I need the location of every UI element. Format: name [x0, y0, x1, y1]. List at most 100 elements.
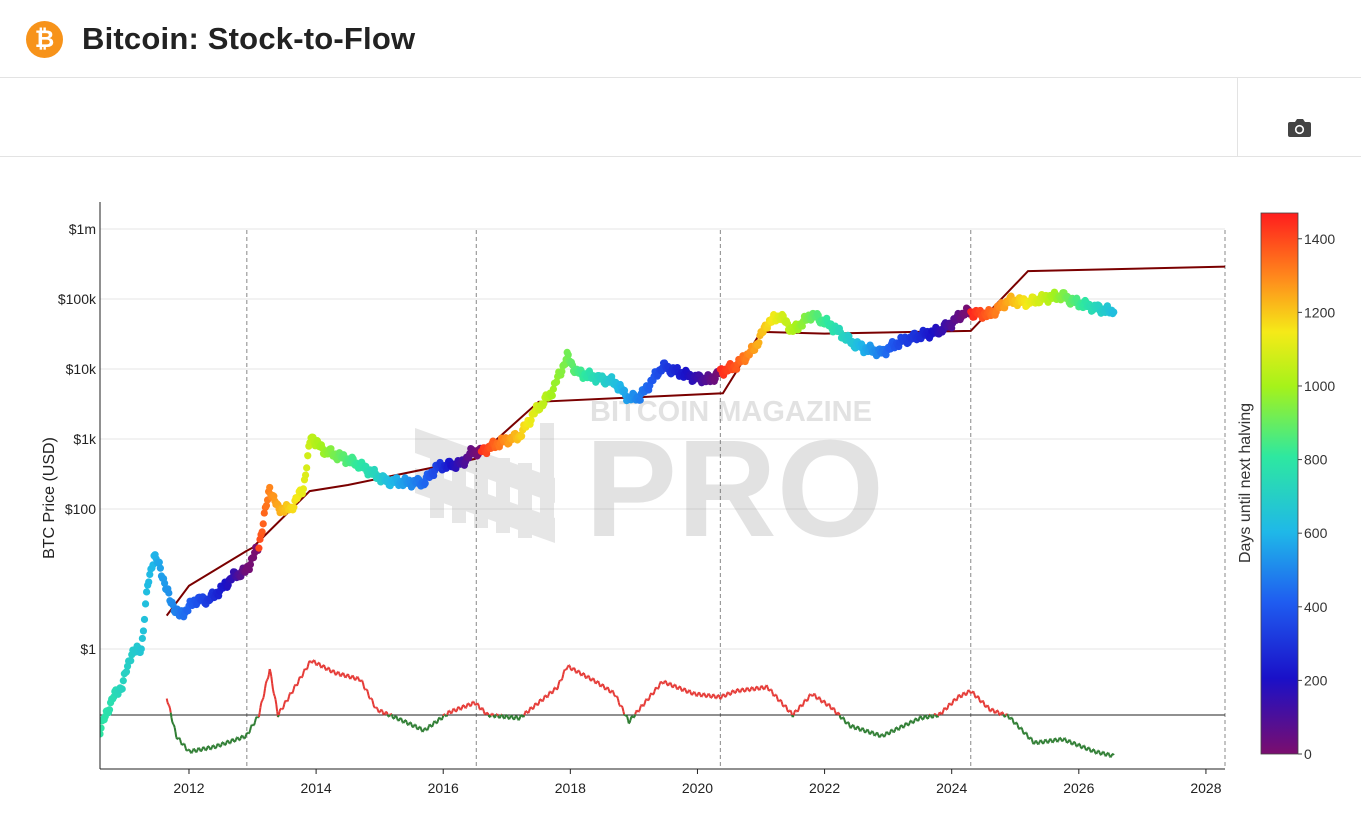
- ratio-segment: [872, 731, 873, 732]
- ratio-segment: [367, 689, 368, 691]
- ratio-segment: [966, 694, 967, 695]
- ratio-segment: [852, 725, 853, 727]
- ratio-segment: [1017, 723, 1018, 725]
- ratio-segment: [875, 733, 876, 735]
- ratio-segment: [574, 668, 575, 670]
- ratio-segment: [978, 696, 979, 697]
- ratio-segment: [438, 719, 439, 722]
- ratio-segment: [988, 706, 989, 709]
- ratio-segment: [1080, 746, 1081, 748]
- ratio-segment: [457, 709, 458, 711]
- ratio-segment: [1089, 748, 1090, 750]
- ratio-segment: [273, 690, 274, 694]
- ratio-segment: [512, 715, 513, 716]
- colorbar: [1261, 213, 1298, 754]
- ratio-segment: [539, 701, 540, 704]
- ratio-segment: [1022, 730, 1023, 733]
- ratio-segment: [1003, 712, 1004, 714]
- ratio-segment: [577, 672, 578, 673]
- price-point: [565, 351, 572, 358]
- download-image-button[interactable]: [1280, 112, 1318, 148]
- ratio-segment: [629, 723, 630, 724]
- ratio-segment: [490, 716, 491, 718]
- ratio-segment: [399, 719, 400, 720]
- ratio-segment: [794, 710, 795, 712]
- ratio-segment: [597, 681, 598, 683]
- ratio-segment: [1108, 753, 1109, 755]
- ratio-segment: [661, 682, 662, 683]
- ratio-segment: [671, 685, 672, 687]
- ratio-segment: [622, 706, 623, 708]
- ratio-segment: [690, 692, 691, 694]
- ratio-segment: [699, 692, 700, 693]
- ratio-segment: [650, 694, 651, 697]
- ratio-segment: [1084, 746, 1085, 748]
- ratio-segment: [654, 691, 655, 694]
- ratio-segment: [450, 711, 451, 713]
- price-point: [255, 545, 262, 552]
- x-tick-label: 2016: [428, 780, 459, 796]
- ratio-segment: [1065, 739, 1066, 741]
- ratio-segment: [1027, 735, 1028, 738]
- ratio-segment: [822, 701, 823, 702]
- ratio-segment: [983, 702, 984, 705]
- ratio-segment: [692, 694, 693, 695]
- ratio-segment: [1107, 753, 1108, 755]
- ratio-segment: [524, 713, 525, 716]
- ratio-segment: [623, 711, 624, 714]
- ratio-segment: [947, 708, 948, 710]
- ratio-segment: [570, 666, 571, 668]
- ratio-segment: [237, 737, 238, 738]
- ratio-segment: [297, 684, 298, 685]
- ratio-segment: [321, 667, 322, 668]
- ratio-segment: [825, 701, 826, 703]
- ratio-segment: [727, 692, 728, 694]
- ratio-segment: [752, 687, 753, 689]
- ratio-segment: [451, 713, 452, 714]
- ratio-segment: [610, 692, 611, 693]
- ratio-segment: [776, 695, 777, 697]
- ratio-segment: [308, 663, 309, 666]
- ratio-segment: [790, 710, 791, 712]
- y-tick-label: $1k: [73, 431, 97, 447]
- ratio-segment: [275, 699, 276, 704]
- ratio-segment: [945, 708, 946, 709]
- ratio-segment: [651, 693, 652, 694]
- ratio-segment: [330, 669, 331, 671]
- y-axis-label: BTC Price (USD): [41, 437, 58, 559]
- ratio-segment: [334, 672, 335, 674]
- ratio-segment: [435, 722, 436, 724]
- ratio-segment: [608, 689, 609, 692]
- ratio-segment: [423, 731, 424, 732]
- ratio-segment: [362, 681, 363, 683]
- ratio-segment: [1049, 740, 1050, 742]
- ratio-segment: [923, 718, 924, 720]
- ratio-segment: [442, 718, 443, 720]
- ratio-segment: [598, 681, 599, 683]
- ratio-segment: [738, 689, 739, 691]
- ratio-segment: [187, 750, 188, 751]
- ratio-segment: [991, 710, 992, 712]
- ratio-segment: [411, 724, 412, 726]
- ratio-segment: [181, 743, 182, 745]
- ratio-segment: [482, 708, 483, 709]
- colorbar-label: Days until next halving: [1237, 403, 1254, 563]
- ratio-segment: [1094, 749, 1095, 751]
- ratio-segment: [418, 729, 419, 730]
- ratio-segment: [581, 675, 582, 676]
- ratio-segment: [382, 710, 383, 712]
- ratio-segment: [170, 708, 171, 713]
- ratio-segment: [192, 750, 193, 752]
- price-point: [141, 616, 148, 623]
- ratio-segment: [786, 705, 787, 707]
- page-title: Bitcoin: Stock-to-Flow: [82, 21, 415, 57]
- ratio-segment: [714, 695, 715, 697]
- ratio-segment: [552, 693, 553, 694]
- ratio-segment: [750, 689, 751, 691]
- ratio-segment: [204, 747, 205, 749]
- ratio-segment: [515, 717, 516, 719]
- ratio-segment: [813, 695, 814, 696]
- ratio-segment: [495, 716, 496, 718]
- ratio-segment: [887, 732, 888, 734]
- ratio-segment: [1055, 738, 1056, 739]
